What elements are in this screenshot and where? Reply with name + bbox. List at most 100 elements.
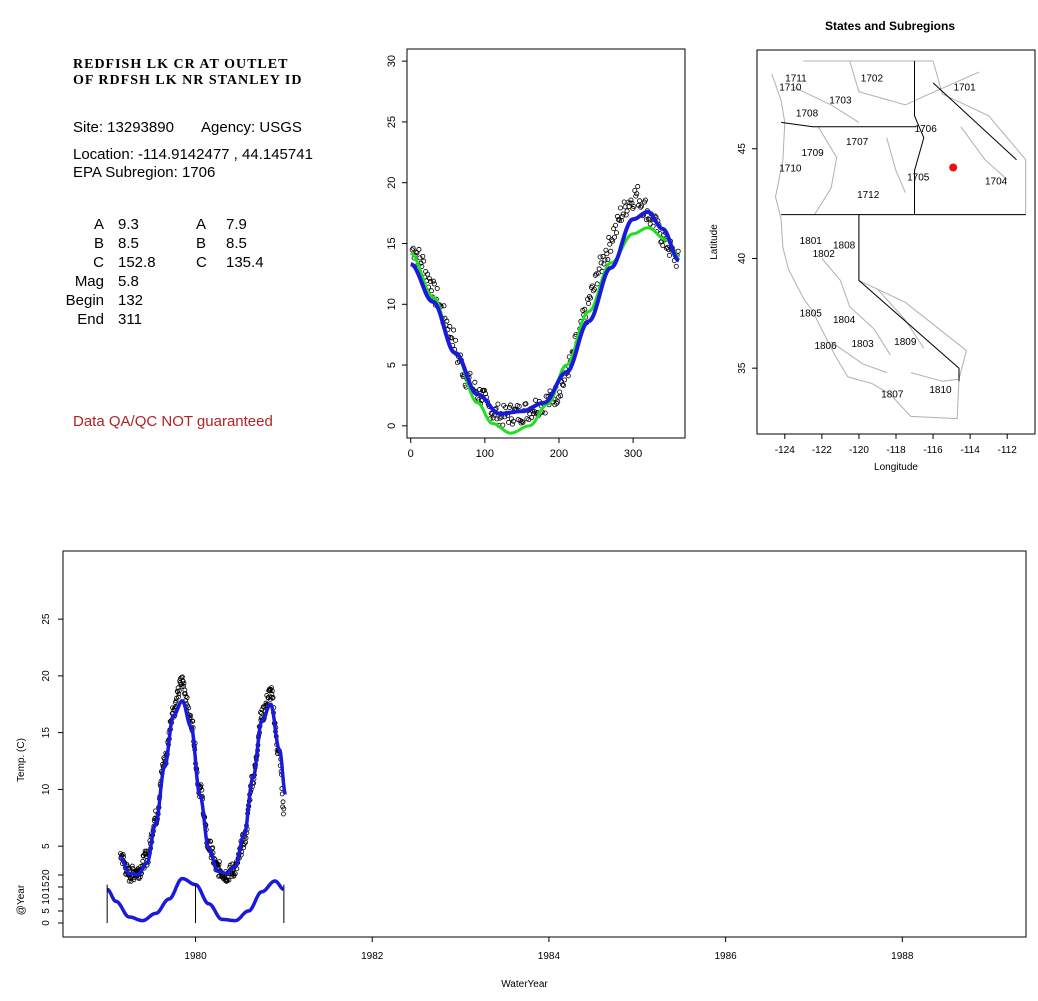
observed-point	[494, 416, 500, 422]
observed-point	[665, 244, 671, 250]
param-value: 7.9	[226, 216, 247, 233]
y-tick-label: 35	[737, 362, 748, 374]
observed-point	[604, 251, 610, 257]
y-tick-label-lower: 10	[41, 893, 52, 905]
observed-point	[216, 862, 222, 868]
state-boundary	[858, 214, 960, 382]
seasonal-scatter-chart: 0 100 200 300 0 5 10 15 20 25 30	[386, 48, 686, 460]
observed-point	[510, 418, 516, 424]
observed-point	[176, 691, 182, 697]
observed-point	[444, 318, 450, 324]
observed-point	[140, 858, 146, 864]
region-label: 1705	[907, 172, 930, 183]
observed-point	[612, 234, 618, 240]
observed-point	[229, 874, 235, 879]
subregion-boundary	[886, 137, 906, 193]
region-label: 1809	[894, 337, 917, 348]
observed-point	[182, 691, 188, 696]
observed-point	[529, 414, 535, 420]
y-tick-label-lower: 15	[41, 881, 52, 893]
observed-point	[507, 402, 513, 408]
observed-point	[226, 877, 232, 883]
observed-point	[639, 203, 645, 209]
param-value: 5.8	[118, 273, 139, 290]
observed-point	[428, 288, 434, 294]
subregion-boundary	[830, 341, 887, 374]
observed-point	[555, 399, 561, 405]
observed-point	[660, 242, 666, 248]
observed-point	[523, 401, 529, 407]
y-tick-label: 15	[41, 727, 52, 739]
x-tick-label: 1986	[714, 951, 737, 962]
plot-frame	[62, 550, 1027, 938]
observed-point	[183, 694, 189, 699]
observed-point	[628, 197, 634, 203]
x-tick-label: 100	[476, 448, 494, 460]
observed-point	[472, 379, 478, 385]
observed-point	[182, 687, 188, 693]
observed-point	[608, 248, 614, 254]
observed-point	[410, 245, 416, 251]
observed-point	[232, 871, 238, 877]
region-label: 1706	[915, 124, 938, 135]
observed-point	[642, 197, 648, 203]
observed-point	[519, 419, 525, 425]
y-tick-label: 10	[41, 783, 52, 795]
y-tick-label: 5	[386, 362, 398, 368]
y-axis-label-lower: @Year	[16, 884, 27, 915]
observed-point	[449, 335, 455, 341]
y-tick-label: 10	[386, 298, 398, 310]
region-outline	[771, 60, 1027, 420]
region-label: 1805	[800, 308, 823, 319]
subregion-boundary	[960, 126, 1008, 180]
observed-point	[596, 266, 602, 272]
observed-point	[673, 263, 679, 269]
observed-point	[609, 237, 615, 243]
observed-point	[231, 872, 237, 878]
subregion-boundary	[877, 288, 925, 349]
observed-point	[617, 205, 623, 211]
region-label: 1807	[881, 390, 904, 401]
observed-point	[120, 852, 126, 857]
observed-point	[281, 811, 286, 817]
region-label: 1702	[861, 74, 884, 85]
observed-point	[626, 203, 632, 209]
map-title: States and Subregions	[825, 19, 955, 33]
observed-point	[624, 208, 630, 214]
station-title-line2: OF RDFSH LK NR STANLEY ID	[73, 73, 303, 88]
observed-point	[495, 401, 501, 407]
annual-fit-line	[106, 876, 284, 923]
observed-point	[558, 393, 564, 399]
observed-point	[427, 276, 433, 282]
region-label: 1802	[813, 249, 836, 260]
param-value: 8.5	[118, 235, 139, 252]
observed-point	[632, 188, 638, 194]
x-tick-label: 1984	[538, 951, 561, 962]
observed-point	[586, 300, 592, 306]
x-tick-label: 200	[550, 448, 568, 460]
observed-point	[587, 295, 593, 301]
observed-point	[607, 241, 613, 247]
x-tick-label: 1988	[891, 951, 914, 962]
location-label: Location: -114.9142477 , 44.145741	[73, 146, 313, 163]
y-tick-label-lower: 20	[41, 869, 52, 881]
x-tick-label: -122	[812, 445, 832, 456]
plot-frame	[406, 48, 686, 439]
subregion-boundary	[849, 60, 980, 106]
observed-point	[416, 246, 422, 252]
subregion-boundary	[793, 86, 860, 123]
param-key: A	[93, 216, 104, 233]
observed-point	[516, 403, 522, 409]
y-tick-label: 15	[386, 237, 398, 249]
observed-points	[409, 184, 681, 428]
disclaimer-text: Data QA/QC NOT guaranteed	[73, 413, 273, 430]
observed-point	[633, 193, 639, 199]
observed-point	[613, 222, 619, 228]
y-tick-label: 25	[386, 116, 398, 128]
observed-point	[635, 184, 641, 190]
observed-point	[560, 382, 566, 388]
region-label: 1806	[814, 341, 837, 352]
region-label: 1710	[779, 163, 802, 174]
region-label: 1703	[829, 95, 852, 106]
observed-point	[598, 260, 604, 266]
